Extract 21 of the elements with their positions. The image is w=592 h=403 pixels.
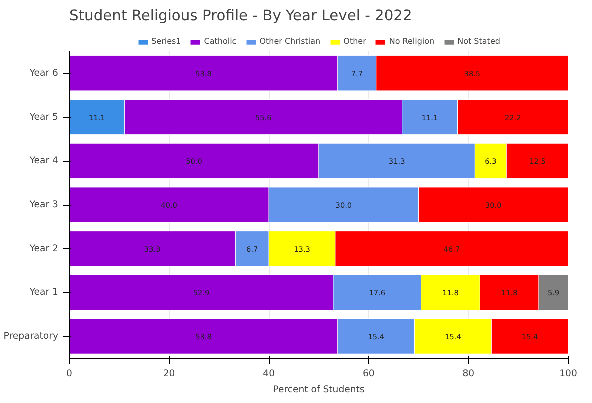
series-label: Catholic — [204, 37, 237, 46]
x-axis-title: Percent of Students — [273, 384, 365, 396]
legend-label: Other — [344, 37, 366, 46]
y-tick-label: Year 6 — [28, 68, 59, 79]
chart-title: Student Religious Profile - By Year Level - 2022 — [70, 8, 412, 24]
x-tick-label: 60 — [362, 368, 375, 380]
y-tick-label: Year 1 — [28, 287, 59, 298]
legend-label: Series1 — [152, 37, 182, 46]
y-tick-label: Year 2 — [28, 243, 59, 254]
y-tick-label: Preparatory — [4, 331, 59, 342]
x-tick-label: 40 — [263, 368, 276, 380]
y-tick-label: Year 3 — [28, 200, 59, 210]
x-tick-label: 100 — [560, 368, 578, 380]
x-tick-label: 0 — [66, 368, 73, 380]
legend-label: Not Stated — [458, 37, 500, 46]
x-tick-label: 80 — [462, 368, 475, 380]
legend-label: No Religion — [389, 37, 435, 46]
legend-label: Other Christian — [260, 37, 321, 46]
y-tick-label: Year 5 — [28, 112, 59, 123]
y-tick-label: Year 4 — [28, 156, 59, 167]
x-tick-label: 20 — [163, 368, 176, 380]
